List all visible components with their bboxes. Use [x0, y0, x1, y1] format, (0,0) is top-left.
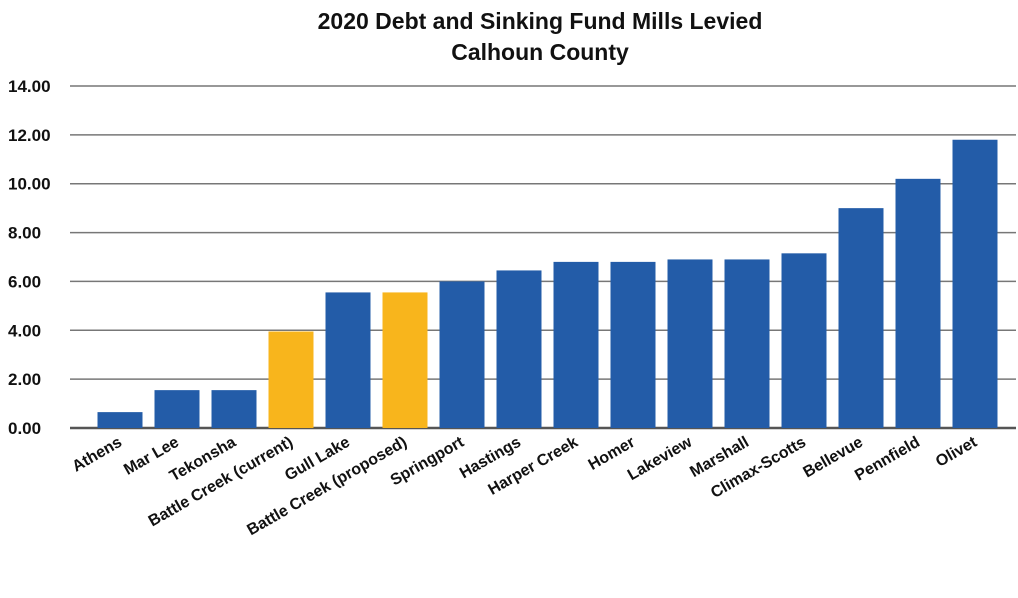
chart-title: 2020 Debt and Sinking Fund Mills Levied — [318, 8, 763, 34]
bar — [268, 331, 314, 428]
bar — [838, 208, 884, 428]
bar — [724, 259, 770, 428]
bar — [382, 292, 428, 428]
bar — [781, 253, 827, 428]
y-tick-label: 8.00 — [8, 224, 41, 243]
bar — [325, 292, 371, 428]
x-tick-label: Olivet — [933, 433, 981, 470]
bar — [667, 259, 713, 428]
bar — [553, 261, 599, 428]
y-tick-label: 14.00 — [8, 77, 51, 96]
bar — [211, 390, 257, 428]
bar — [97, 412, 143, 428]
x-tick-label: Pennfield — [852, 434, 923, 485]
bars — [97, 139, 998, 428]
y-tick-label: 0.00 — [8, 419, 41, 438]
bar — [952, 139, 998, 428]
x-tick-label: Lakeview — [625, 433, 696, 484]
bar — [439, 281, 485, 428]
chart-subtitle: Calhoun County — [451, 39, 629, 65]
y-tick-label: 2.00 — [8, 370, 41, 389]
bar — [496, 270, 542, 428]
bar — [610, 261, 656, 428]
y-tick-label: 4.00 — [8, 321, 41, 340]
y-tick-label: 12.00 — [8, 126, 51, 145]
y-axis-ticks: 0.00 2.00 4.00 6.00 8.00 10.00 12.00 14.00 — [8, 77, 51, 438]
bar — [154, 390, 200, 428]
x-tick-label: Climax-Scotts — [708, 434, 809, 502]
x-tick-label: Athens — [70, 434, 126, 476]
y-tick-label: 6.00 — [8, 272, 41, 291]
bar — [895, 178, 941, 428]
y-tick-label: 10.00 — [8, 175, 51, 194]
